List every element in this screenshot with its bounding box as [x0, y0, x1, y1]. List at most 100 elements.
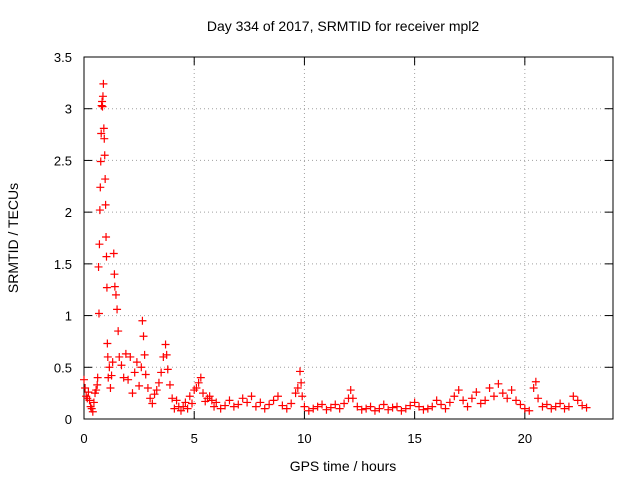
- data-point: [98, 102, 107, 111]
- y-tick-label: 3.5: [54, 50, 72, 65]
- x-tick-label: 20: [518, 431, 532, 446]
- data-point: [89, 398, 98, 407]
- data-point: [113, 305, 122, 314]
- data-point: [309, 404, 318, 413]
- data-point: [379, 400, 388, 409]
- data-point: [130, 368, 139, 377]
- data-point: [353, 402, 362, 411]
- data-point: [498, 389, 507, 398]
- data-point: [340, 399, 349, 408]
- data-point: [121, 349, 130, 358]
- data-point: [110, 282, 119, 291]
- data-point: [94, 309, 103, 318]
- data-point: [148, 399, 157, 408]
- data-point: [366, 402, 375, 411]
- data-point: [538, 402, 547, 411]
- data-point: [225, 396, 234, 405]
- x-axis-label: GPS time / hours: [290, 458, 397, 474]
- data-point: [578, 401, 587, 410]
- data-point: [269, 396, 278, 405]
- data-point: [110, 270, 119, 279]
- data-point: [419, 405, 428, 414]
- data-point: [181, 398, 190, 407]
- ticks: 0 0.5 1 1.5 2 2.5 3 3.5 0 5 10 15 20: [54, 50, 613, 446]
- plot-frame: [83, 56, 614, 420]
- data-point: [437, 400, 446, 409]
- data-point: [128, 389, 137, 398]
- data-point: [94, 262, 103, 271]
- data-point: [99, 79, 108, 88]
- data-point: [152, 386, 161, 395]
- data-point: [146, 394, 155, 403]
- data-point: [143, 383, 152, 392]
- data-point: [463, 402, 472, 411]
- data-point: [531, 377, 540, 386]
- data-point: [93, 373, 102, 382]
- data-point: [103, 352, 112, 361]
- data-point: [582, 403, 591, 412]
- data-point: [542, 400, 551, 409]
- data-point: [212, 398, 221, 407]
- data-point: [428, 402, 437, 411]
- data-point: [185, 392, 194, 401]
- data-point: [243, 398, 252, 407]
- data-point: [346, 386, 355, 395]
- data-point: [401, 404, 410, 413]
- y-tick-label: 3: [65, 102, 72, 117]
- data-point: [115, 352, 124, 361]
- x-tick-label: 0: [80, 431, 87, 446]
- data-point: [172, 396, 181, 405]
- chart-title: Day 334 of 2017, SRMTID for receiver mpl…: [207, 18, 480, 34]
- data-point: [304, 406, 313, 415]
- data-point: [117, 361, 126, 370]
- data-point: [207, 396, 216, 405]
- data-point: [114, 327, 123, 336]
- data-point: [534, 394, 543, 403]
- data-point: [99, 124, 108, 133]
- data-point: [98, 92, 107, 101]
- data-point: [247, 392, 256, 401]
- grid: [84, 57, 613, 419]
- data-point: [256, 398, 265, 407]
- data-point: [101, 200, 110, 209]
- data-point: [441, 404, 450, 413]
- data-point: [512, 396, 521, 405]
- data-point: [234, 400, 243, 409]
- data-point: [313, 402, 322, 411]
- data-point: [96, 183, 105, 192]
- data-point: [525, 406, 534, 415]
- data-point: [157, 368, 166, 377]
- data-point: [410, 398, 419, 407]
- data-point: [273, 392, 282, 401]
- data-point: [168, 394, 177, 403]
- data-point: [445, 398, 454, 407]
- data-point: [251, 402, 260, 411]
- data-point: [326, 403, 335, 412]
- data-point: [141, 370, 150, 379]
- data-point: [291, 389, 300, 398]
- data-point: [384, 405, 393, 414]
- data-point: [560, 404, 569, 413]
- data-point: [569, 392, 578, 401]
- data-point: [111, 290, 120, 299]
- data-point: [96, 157, 105, 166]
- data-point: [551, 402, 560, 411]
- data-point: [124, 375, 133, 384]
- data-point: [137, 363, 146, 372]
- x-tick-label: 5: [191, 431, 198, 446]
- data-point: [503, 394, 512, 403]
- data-point: [221, 401, 230, 410]
- data-point: [84, 388, 93, 397]
- data-point: [162, 350, 171, 359]
- data-point: [297, 378, 306, 387]
- y-tick-label: 2.5: [54, 153, 72, 168]
- data-point: [103, 339, 112, 348]
- data-point: [529, 383, 538, 392]
- data-point: [282, 404, 291, 413]
- data-point: [163, 365, 172, 374]
- data-point: [105, 363, 114, 372]
- data-point: [260, 404, 269, 413]
- data-point: [459, 396, 468, 405]
